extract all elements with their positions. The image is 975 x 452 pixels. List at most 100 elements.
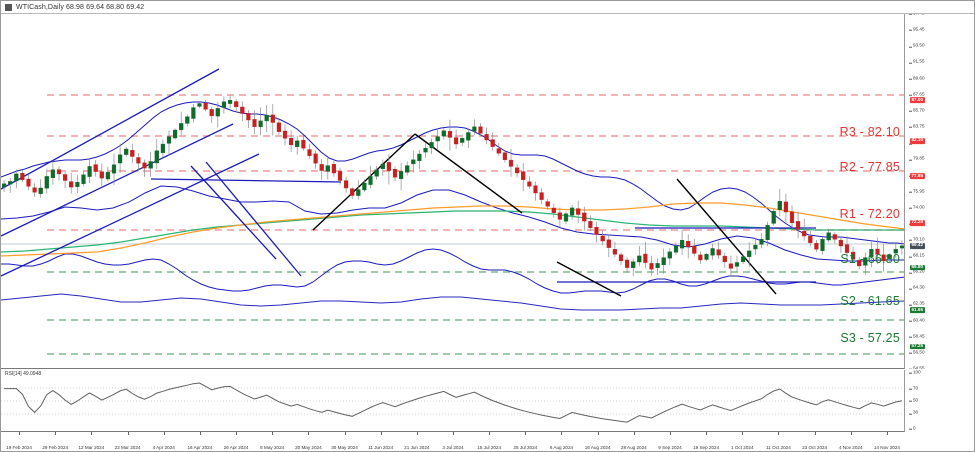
candle-body	[582, 212, 587, 222]
support-lines	[47, 271, 904, 355]
candle-body	[301, 139, 306, 149]
candle-body	[331, 163, 336, 174]
date-tick-mark	[561, 432, 563, 435]
date-tick-label: 4 Apr 2024	[152, 445, 175, 451]
candle-body	[789, 211, 795, 224]
candle-body	[649, 263, 654, 270]
rsi-tick-70: 70	[908, 385, 919, 391]
candle-body	[44, 176, 49, 189]
trend-channel-lines	[1, 68, 816, 283]
price-badge-s2: 61.65	[910, 306, 925, 314]
price-tick-58-45: 58.45	[909, 333, 925, 339]
date-tick-mark	[308, 432, 310, 435]
price-chart-svg	[1, 68, 904, 355]
candle-body	[454, 137, 459, 145]
price-badge-s3: 57.25	[910, 343, 925, 350]
price-badge-r2: 77.85	[910, 172, 925, 179]
symbol-marker-icon	[5, 3, 12, 11]
price-tick-93-5: 93.50	[909, 43, 925, 48]
candle-body	[392, 169, 398, 178]
candle-body	[600, 235, 605, 242]
candle-body	[264, 114, 269, 122]
candle-body	[185, 116, 190, 124]
price-badge-r3: 82.10	[910, 137, 925, 144]
rsi-indicator-pane[interactable]: RSI[14] 49.0948	[1, 370, 905, 432]
candle-body	[246, 113, 251, 121]
candle-body	[380, 163, 385, 170]
candle-body	[527, 181, 532, 187]
date-tick-label: 15 Jul 2024	[477, 445, 502, 451]
candle-body	[484, 134, 489, 141]
candle-body	[478, 126, 483, 134]
channel-mid-line	[1, 123, 234, 237]
channel-lower-line	[1, 153, 260, 277]
candle-body	[56, 169, 62, 175]
date-tick-label: 26 Apr 2024	[223, 445, 249, 451]
last-price-badge: 69.42	[910, 242, 925, 249]
candle-body	[869, 249, 874, 257]
candle-body	[759, 239, 764, 245]
candle-body	[399, 171, 404, 179]
candle-body	[203, 102, 208, 110]
candle-body	[899, 245, 904, 249]
price-tick-79-85: 79.85	[909, 156, 925, 162]
candle-body	[14, 173, 19, 182]
price-axis[interactable]: 97.40 95.45 93.50 91.55 89.60 87.65 85.70 83.75…	[905, 14, 974, 369]
time-axis[interactable]: 19 Feb 2024 29 Feb 2024 12 Mar 2024 22 Mar …	[1, 432, 974, 451]
candle-body	[618, 254, 624, 262]
candle-body	[441, 130, 446, 137]
candle-body	[282, 130, 288, 139]
candle-body	[728, 263, 733, 269]
candle-body	[105, 171, 110, 180]
date-tick-label: 21 Jun 2024	[404, 445, 430, 451]
candle-body	[808, 235, 813, 243]
price-chart-pane[interactable]	[1, 14, 905, 369]
date-tick-mark	[416, 432, 418, 435]
candle-body	[814, 242, 819, 250]
candle-body	[857, 260, 862, 267]
candle-body	[631, 261, 636, 268]
candle-body	[612, 249, 617, 255]
date-tick-mark	[850, 432, 852, 435]
candle-body	[765, 225, 770, 241]
candle-body	[777, 200, 782, 210]
candle-body	[313, 153, 318, 164]
rsi-tick-0: 0	[909, 425, 916, 431]
candle-body	[557, 212, 562, 220]
candle-body	[747, 250, 752, 257]
rsi-guide-lines	[1, 387, 904, 415]
candle-body	[307, 149, 312, 156]
candle-body	[81, 174, 86, 184]
black-uptrend-line	[312, 133, 416, 231]
candle-body	[405, 165, 410, 173]
candle-body	[172, 129, 178, 139]
candle-body	[680, 239, 685, 249]
candle-body	[851, 251, 856, 260]
symbol-header-bar[interactable]: WTICash,Daily 68.98 69.64 68.80 69.42	[1, 1, 974, 14]
candle-body	[447, 131, 453, 138]
candle-body	[539, 192, 544, 200]
price-tick-74: 74.00	[909, 204, 925, 210]
price-tick-62-35: 62.35	[909, 301, 925, 307]
candle-body	[606, 239, 611, 248]
candle-body	[191, 107, 196, 119]
date-tick-label: 23 Oct 2024	[802, 445, 828, 451]
rsi-axis[interactable]: 100 70 50 30 0	[905, 370, 974, 432]
candle-body	[38, 187, 43, 194]
candle-body	[741, 256, 746, 262]
date-tick-mark	[199, 432, 201, 435]
candle-body	[8, 181, 13, 185]
candle-body	[136, 157, 141, 164]
candle-body	[863, 257, 868, 266]
candle-body	[692, 245, 697, 254]
candle-body	[270, 114, 275, 123]
candle-body	[643, 253, 648, 263]
candle-body	[496, 148, 501, 154]
date-tick-label: 28 Aug 2024	[620, 445, 647, 451]
candle-body	[655, 263, 660, 268]
rsi-tick-50: 50	[908, 397, 919, 403]
candle-body	[69, 181, 74, 188]
candle-body	[374, 169, 379, 177]
candle-body	[435, 136, 440, 142]
date-tick-mark	[742, 432, 744, 435]
